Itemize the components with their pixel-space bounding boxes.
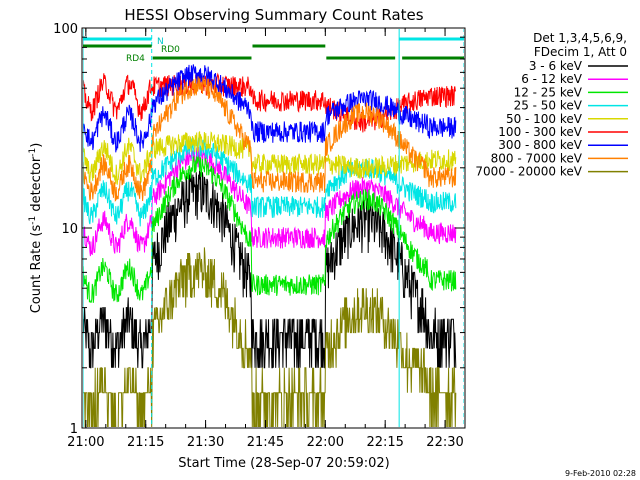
x-tick-label: 21:00: [67, 435, 104, 450]
legend-label-0: 3 - 6 keV: [529, 59, 583, 73]
legend-label-3: 25 - 50 keV: [514, 99, 583, 113]
legend-label-4: 50 - 100 keV: [506, 112, 583, 126]
x-tick-label: 22:00: [307, 435, 344, 450]
series-line-7: [83, 76, 457, 202]
series-line-4: [83, 131, 457, 185]
legend-label-2: 12 - 25 keV: [514, 85, 583, 99]
flag-label-rd0: RD0: [161, 45, 180, 55]
series-1: [83, 146, 457, 257]
x-tick-label: 21:15: [127, 435, 164, 450]
chart-title: HESSI Observing Summary Count Rates: [124, 6, 423, 24]
legend-label-1: 6 - 12 keV: [521, 72, 583, 86]
legend-header-line-2: FDecim 1, Att 0: [534, 45, 627, 59]
flag-label-rd4: RD4: [126, 54, 145, 64]
y-tick-label: 1: [70, 422, 78, 437]
series-7: [83, 76, 457, 202]
y-tick-label: 10: [61, 222, 78, 237]
x-tick-label: 21:45: [247, 435, 284, 450]
svg-text:Count Rate (s-1 detector-1): Count Rate (s-1 detector-1): [28, 143, 44, 314]
legend-label-7: 800 - 7000 keV: [491, 151, 583, 165]
y-axis-label: Count Rate (s-1 detector-1): [28, 143, 44, 314]
legend-label-5: 100 - 300 keV: [498, 125, 582, 139]
series-4: [83, 131, 457, 185]
flag-label-n: N: [157, 37, 164, 47]
series-line-2: [83, 155, 457, 304]
legend-label-8: 7000 - 20000 keV: [475, 165, 582, 179]
series-3: [83, 136, 457, 227]
series-line-6: [83, 64, 457, 153]
footer-date: 9-Feb-2010 02:28: [565, 469, 636, 478]
series-line-8: [83, 247, 457, 427]
series-line-3: [83, 136, 457, 227]
x-tick-label: 22:30: [426, 435, 463, 450]
series-2: [83, 155, 457, 304]
x-tick-label: 21:30: [187, 435, 224, 450]
legend-label-6: 300 - 800 keV: [498, 138, 582, 152]
series-line-1: [83, 146, 457, 257]
x-axis-label: Start Time (28-Sep-07 20:59:02): [178, 456, 389, 471]
series-8: [83, 247, 457, 427]
series-6: [83, 64, 457, 153]
legend-header-line-1: Det 1,3,4,5,6,9,: [533, 31, 627, 45]
x-tick-label: 22:15: [366, 435, 403, 450]
axis-ticks: 21:00 21:15 21:30 21:45 22:00 22:15 22:30 1 10 10…: [53, 22, 466, 450]
y-tick-label: 100: [53, 22, 78, 37]
